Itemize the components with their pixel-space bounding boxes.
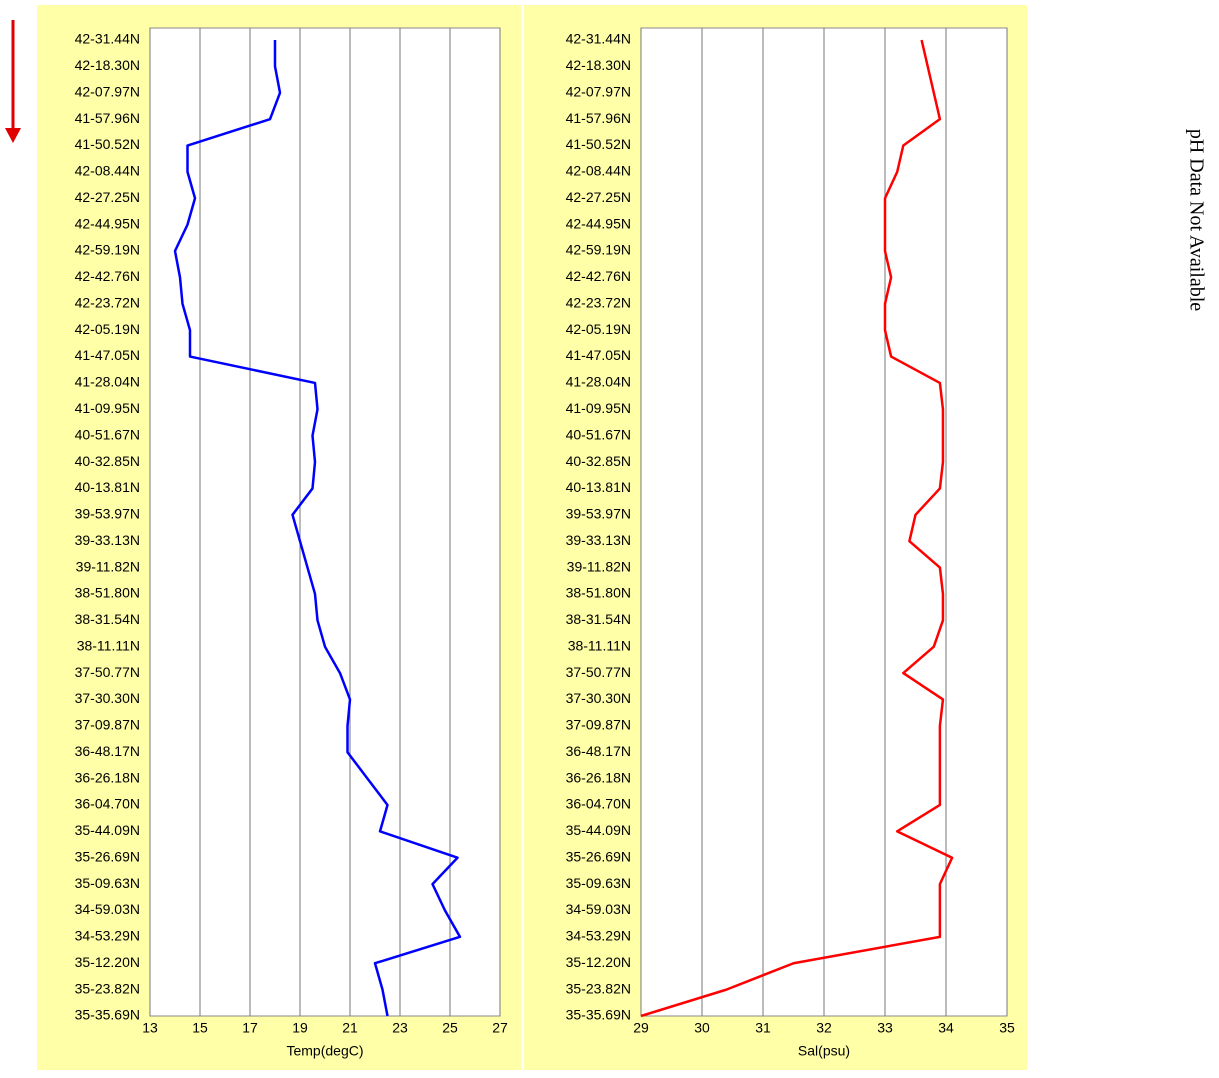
y-tick-label: 35-26.69N (566, 848, 631, 864)
y-tick-label: 42-07.97N (75, 83, 140, 99)
y-tick-label: 35-09.63N (566, 875, 631, 891)
y-tick-label: 42-07.97N (566, 83, 631, 99)
x-tick-label: 23 (392, 1020, 408, 1036)
y-tick-label: 41-28.04N (75, 374, 140, 390)
y-tick-label: 40-51.67N (566, 426, 631, 442)
y-tick-label: 40-32.85N (566, 453, 631, 469)
y-tick-label: 35-35.69N (566, 1007, 631, 1023)
y-tick-label: 41-47.05N (566, 347, 631, 363)
y-tick-label: 36-04.70N (566, 796, 631, 812)
y-tick-label: 37-50.77N (566, 664, 631, 680)
y-tick-label: 39-53.97N (75, 506, 140, 522)
note: pH Data Not Available (1185, 129, 1207, 311)
y-tick-label: 42-05.19N (566, 321, 631, 337)
y-tick-label: 39-53.97N (566, 506, 631, 522)
y-tick-label: 42-23.72N (566, 294, 631, 310)
y-tick-label: 41-28.04N (566, 374, 631, 390)
x-tick-label: 29 (633, 1020, 649, 1036)
y-tick-label: 40-51.67N (75, 426, 140, 442)
y-tick-label: 42-18.30N (566, 57, 631, 73)
y-tick-label: 34-53.29N (566, 928, 631, 944)
y-tick-label: 42-59.19N (75, 242, 140, 258)
y-tick-label: 42-44.95N (75, 215, 140, 231)
y-tick-label: 36-26.18N (75, 769, 140, 785)
x-tick-label: 19 (292, 1020, 308, 1036)
y-tick-label: 42-27.25N (75, 189, 140, 205)
y-tick-label: 39-33.13N (75, 532, 140, 548)
y-tick-label: 41-57.96N (75, 110, 140, 126)
y-tick-label: 35-12.20N (75, 954, 140, 970)
y-tick-label: 42-23.72N (75, 294, 140, 310)
x-tick-label: 17 (242, 1020, 258, 1036)
x-tick-label: 27 (492, 1020, 508, 1036)
y-tick-label: 35-26.69N (75, 848, 140, 864)
y-tick-label: 37-09.87N (75, 717, 140, 733)
y-tick-label: 37-50.77N (75, 664, 140, 680)
y-tick-label: 37-09.87N (566, 717, 631, 733)
y-tick-label: 35-44.09N (566, 822, 631, 838)
y-tick-label: 42-59.19N (566, 242, 631, 258)
y-tick-label: 42-31.44N (566, 31, 631, 47)
y-tick-label: 42-08.44N (75, 163, 140, 179)
x-axis-label: Temp(degC) (286, 1043, 363, 1059)
data-line (640, 39, 954, 1018)
y-tick-label: 34-59.03N (566, 901, 631, 917)
y-tick-label: 41-50.52N (566, 136, 631, 152)
y-tick-label: 41-47.05N (75, 347, 140, 363)
y-tick-label: 34-53.29N (75, 928, 140, 944)
x-tick-label: 25 (442, 1020, 458, 1036)
y-tick-label: 42-31.44N (75, 31, 140, 47)
y-tick-label: 39-33.13N (566, 532, 631, 548)
y-tick-label: 40-32.85N (75, 453, 140, 469)
y-tick-label: 38-51.80N (566, 585, 631, 601)
y-tick-label: 37-30.30N (566, 690, 631, 706)
x-tick-label: 32 (816, 1020, 832, 1036)
y-tick-label: 41-57.96N (566, 110, 631, 126)
y-tick-label: 42-18.30N (75, 57, 140, 73)
y-tick-label: 41-09.95N (566, 400, 631, 416)
x-tick-label: 30 (694, 1020, 710, 1036)
y-tick-label: 41-50.52N (75, 136, 140, 152)
y-tick-label: 36-48.17N (566, 743, 631, 759)
y-tick-label: 38-51.80N (75, 585, 140, 601)
y-tick-label: 41-09.95N (75, 400, 140, 416)
y-tick-label: 35-09.63N (75, 875, 140, 891)
y-tick-label: 38-31.54N (75, 611, 140, 627)
y-tick-label: 40-13.81N (75, 479, 140, 495)
y-tick-label: 42-42.76N (566, 268, 631, 284)
y-tick-label: 36-26.18N (566, 769, 631, 785)
y-tick-label: 42-27.25N (566, 189, 631, 205)
y-tick-label: 35-23.82N (75, 980, 140, 996)
y-tick-label: 38-11.11N (77, 637, 140, 653)
x-tick-label: 35 (999, 1020, 1015, 1036)
y-tick-label: 35-23.82N (566, 980, 631, 996)
y-tick-label: 37-30.30N (75, 690, 140, 706)
x-tick-label: 21 (342, 1020, 358, 1036)
y-tick-label: 38-31.54N (566, 611, 631, 627)
y-tick-label: 42-44.95N (566, 215, 631, 231)
arrow-head (5, 128, 21, 143)
x-tick-label: 33 (877, 1020, 893, 1036)
y-tick-label: 36-48.17N (75, 743, 140, 759)
x-tick-label: 13 (142, 1020, 158, 1036)
y-tick-label: 40-13.81N (566, 479, 631, 495)
y-tick-label: 35-12.20N (566, 954, 631, 970)
y-tick-label: 39-11.82N (76, 558, 140, 574)
data-line (173, 40, 462, 1017)
y-tick-label: 35-35.69N (75, 1007, 140, 1023)
y-tick-label: 39-11.82N (567, 558, 631, 574)
x-tick-label: 31 (755, 1020, 771, 1036)
y-tick-label: 34-59.03N (75, 901, 140, 917)
y-tick-label: 42-05.19N (75, 321, 140, 337)
y-tick-label: 42-42.76N (75, 268, 140, 284)
y-tick-label: 38-11.11N (568, 637, 631, 653)
y-tick-label: 35-44.09N (75, 822, 140, 838)
x-tick-label: 34 (938, 1020, 954, 1036)
x-tick-label: 15 (192, 1020, 208, 1036)
y-tick-label: 42-08.44N (566, 163, 631, 179)
y-tick-label: 36-04.70N (75, 796, 140, 812)
x-axis-label: Sal(psu) (798, 1043, 850, 1059)
